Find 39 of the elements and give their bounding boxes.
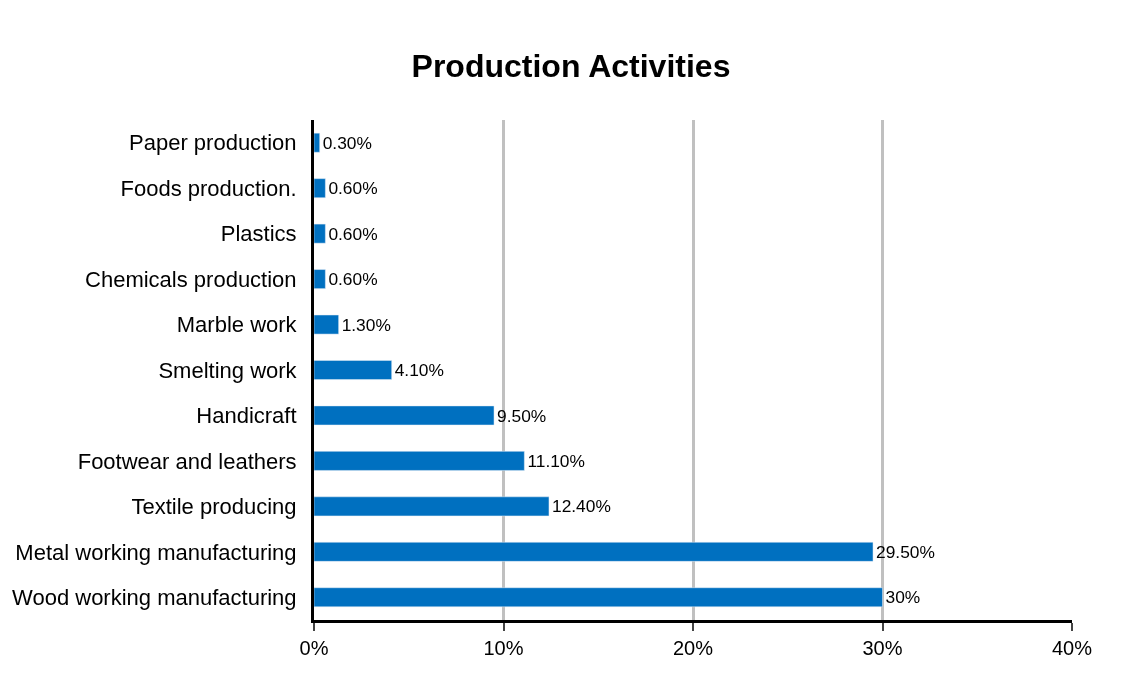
data-label: 29.50% [876, 541, 935, 562]
data-label: 9.50% [497, 405, 547, 426]
y-tick-label: Footwear and leathers [77, 448, 297, 474]
data-label: 12.40% [552, 496, 611, 517]
y-tick-label: Chemicals production [85, 266, 297, 292]
bar [314, 542, 874, 562]
data-label: 30% [885, 587, 921, 608]
data-label: 1.30% [341, 314, 391, 335]
y-tick-label: Handicraft [196, 403, 297, 429]
y-tick-label: Plastics [220, 221, 297, 247]
data-label: 0.60% [328, 223, 378, 244]
x-tick-label: 0% [299, 637, 329, 659]
y-tick-label: Metal working manufacturing [15, 539, 297, 565]
bar [314, 269, 326, 289]
data-label: 4.10% [394, 360, 444, 381]
y-tick-label: Marble work [176, 312, 298, 338]
bar [314, 587, 883, 608]
y-tick-label: Paper production [129, 130, 297, 156]
y-tick-label: Wood working manufacturing [12, 584, 297, 610]
data-label: 11.10% [527, 450, 585, 471]
bar [314, 360, 392, 380]
data-label: 0.60% [328, 178, 378, 199]
y-tick-label: Foods production. [120, 175, 297, 201]
bar [314, 405, 495, 426]
bar [314, 132, 320, 153]
bar [314, 496, 550, 517]
x-tick-label: 40% [1051, 637, 1093, 659]
y-tick-label: Smelting work [158, 357, 298, 383]
x-tick-label: 30% [862, 637, 903, 659]
data-label: 0.30% [322, 132, 372, 153]
x-tick-label: 10% [483, 637, 524, 659]
bar [314, 314, 339, 335]
y-tick-label: Textile producing [131, 494, 297, 520]
x-tick-label: 20% [672, 637, 714, 659]
bar [314, 223, 326, 244]
bar [314, 451, 525, 471]
data-label: 0.60% [328, 269, 378, 290]
chart-title: Production Activities [411, 47, 731, 84]
bar [314, 178, 326, 198]
